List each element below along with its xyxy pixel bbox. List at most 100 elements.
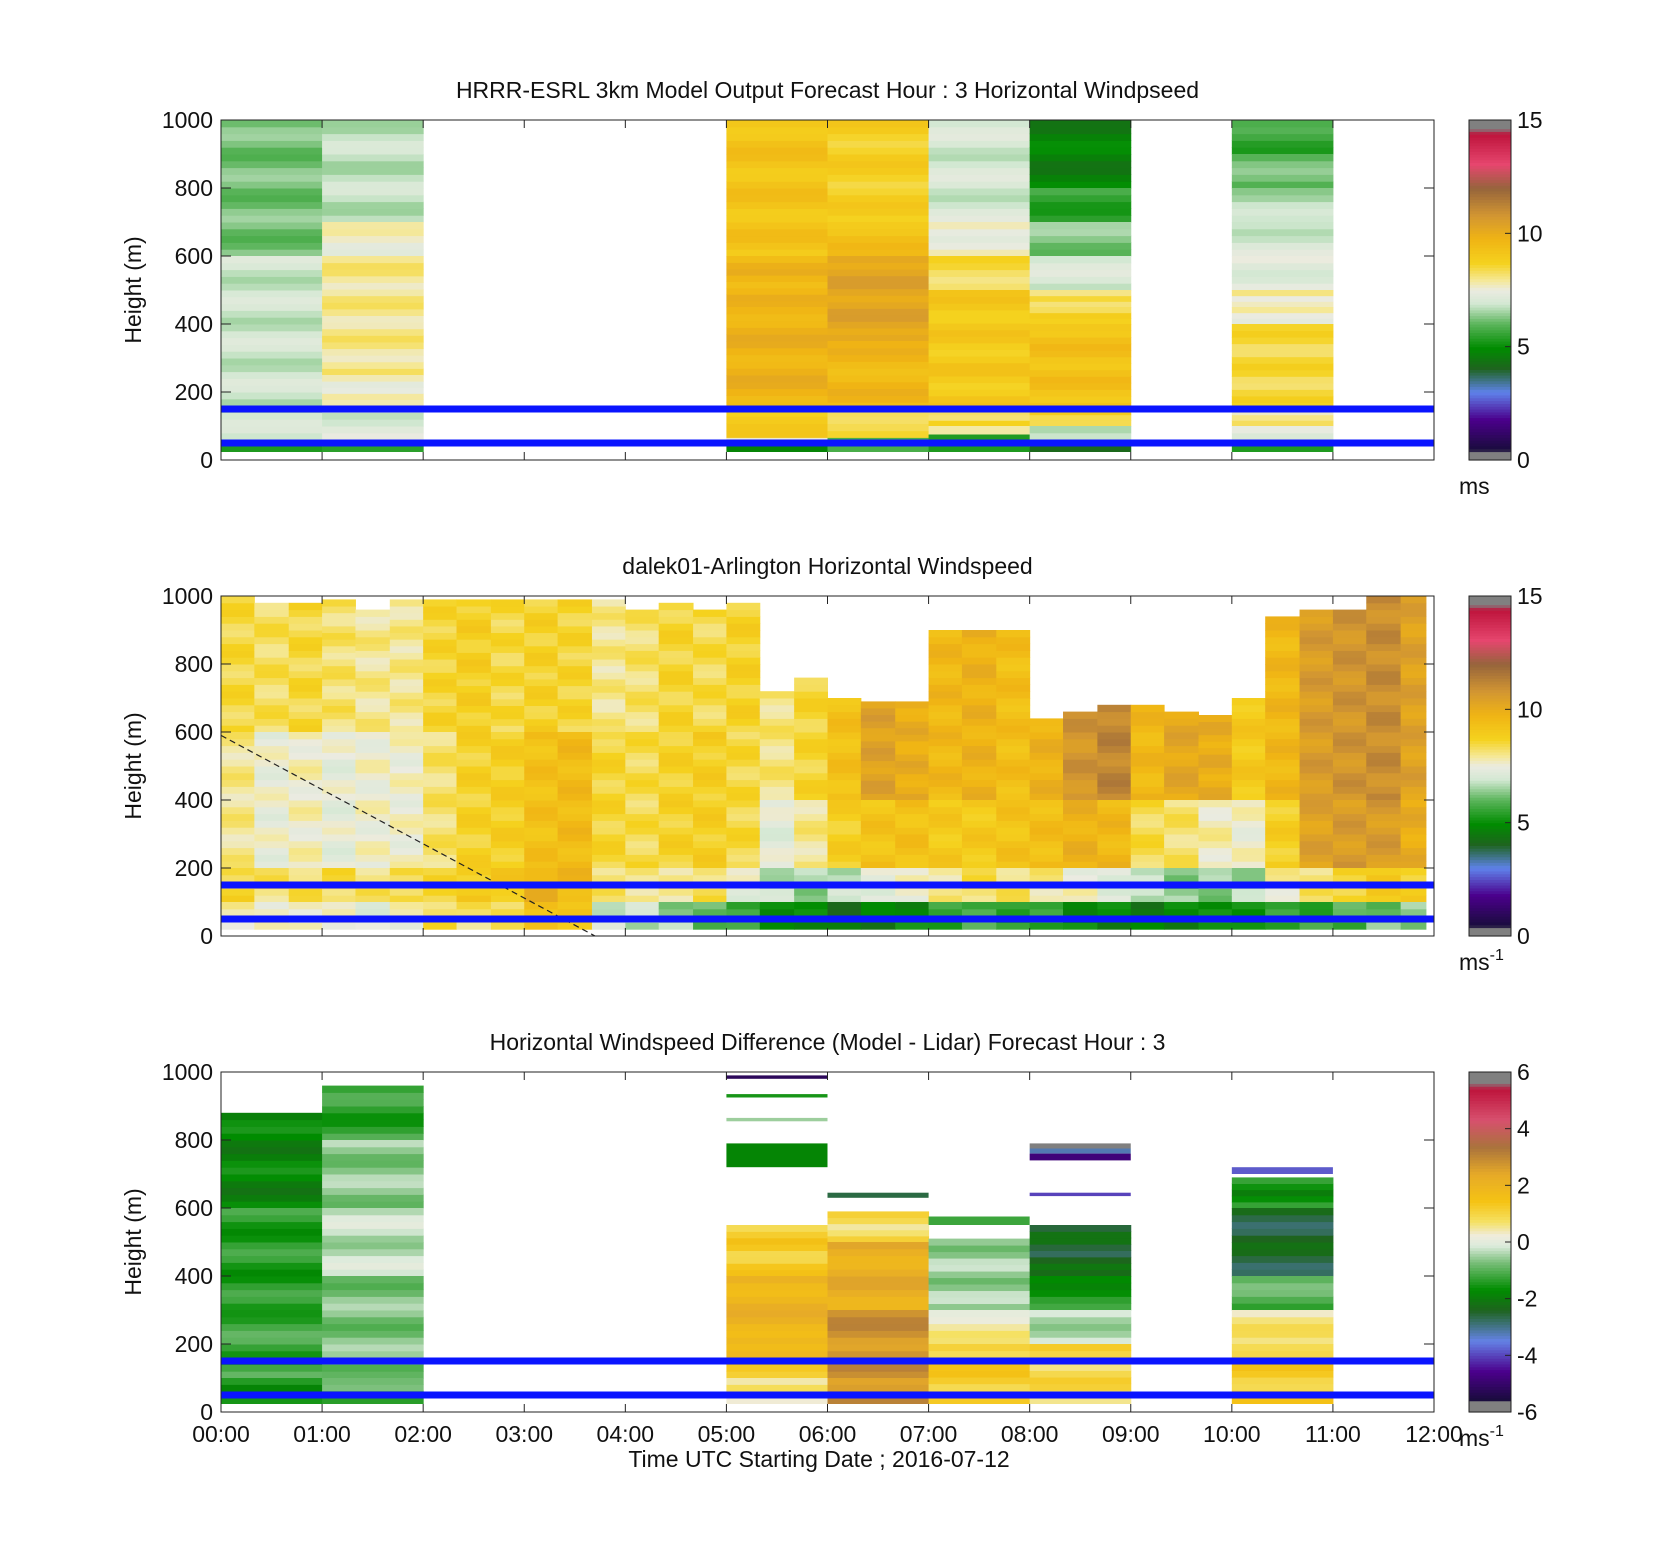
heatmap-cell	[1231, 1177, 1334, 1185]
heatmap-cell	[1097, 861, 1132, 869]
heatmap-cell	[827, 922, 862, 930]
heatmap-cell	[726, 160, 828, 169]
heatmap-cell	[221, 630, 255, 638]
colorbar-swatch	[1469, 828, 1511, 832]
heatmap-cell	[423, 908, 458, 917]
heatmap-cell	[355, 874, 391, 883]
heatmap-cell	[254, 623, 290, 631]
colorbar-swatch	[1469, 219, 1511, 223]
heatmap-cell	[221, 800, 255, 808]
heatmap-cell	[490, 659, 525, 667]
heatmap-cell	[1366, 711, 1402, 719]
colorbar-swatch	[1469, 904, 1511, 909]
heatmap-cell	[557, 745, 593, 753]
heatmap-cell	[928, 1303, 1031, 1311]
heatmap-cell	[1299, 874, 1334, 883]
colorbar-swatch	[1469, 409, 1511, 413]
colorbar-swatch	[1469, 1395, 1511, 1399]
heatmap-cell	[827, 868, 862, 876]
heatmap-cell	[1029, 800, 1064, 808]
heatmap-cell	[1231, 160, 1334, 169]
heatmap-cell	[1265, 772, 1301, 781]
heatmap-cell	[1332, 752, 1367, 760]
heatmap-cell	[827, 395, 930, 403]
heatmap-cell	[928, 670, 963, 679]
heatmap-cell	[726, 874, 761, 883]
heatmap-cell	[1231, 276, 1334, 284]
heatmap-cell	[1164, 779, 1199, 787]
heatmap-cell	[726, 1289, 828, 1297]
heatmap-cell	[1231, 269, 1334, 277]
colorbar-swatch	[1469, 1179, 1511, 1184]
heatmap-cell	[221, 432, 323, 441]
heatmap-cell	[1097, 847, 1132, 855]
heatmap-cell	[423, 779, 458, 787]
heatmap-cell	[726, 275, 828, 282]
heatmap-cell	[1231, 847, 1266, 855]
heatmap-cell	[1400, 922, 1427, 930]
heatmap-cell	[490, 712, 525, 720]
heatmap-cell	[322, 895, 356, 903]
heatmap-cell	[759, 827, 795, 835]
heatmap-cell	[996, 745, 1031, 753]
heatmap-cell	[726, 1384, 828, 1392]
colorbar-tick-label: 5	[1517, 334, 1530, 360]
heatmap-cell	[591, 895, 626, 903]
colorbar-swatch	[1469, 1134, 1511, 1138]
heatmap-cell	[827, 1211, 930, 1219]
heatmap-cell	[288, 704, 323, 713]
colorbar-swatch	[1469, 766, 1511, 770]
heatmap-cell	[1097, 759, 1132, 767]
colorbar-swatch	[1469, 1329, 1511, 1334]
heatmap-cell	[322, 888, 356, 896]
heatmap-cell	[1366, 630, 1402, 638]
heatmap-cell	[221, 1180, 323, 1189]
colorbar-swatch	[1469, 655, 1511, 659]
heatmap-cell	[1366, 732, 1402, 740]
heatmap-cell	[928, 323, 1031, 331]
heatmap-cell	[1130, 745, 1165, 753]
heatmap-cell	[1029, 806, 1064, 815]
heatmap-cell	[1231, 414, 1334, 421]
heatmap-cell	[221, 235, 323, 243]
heatmap-cell	[794, 766, 828, 774]
heatmap-cell	[928, 222, 1031, 230]
heatmap-cell	[625, 806, 660, 815]
heatmap-cell	[625, 623, 660, 631]
heatmap-cell	[794, 732, 828, 740]
colorbar-swatch	[1469, 298, 1511, 302]
heatmap-cell	[1332, 868, 1367, 876]
heatmap-cell	[389, 766, 424, 774]
heatmap-cell	[456, 902, 492, 910]
heatmap-cell	[1231, 704, 1266, 713]
heatmap-cell	[1130, 738, 1165, 747]
heatmap-cell	[1265, 888, 1301, 896]
heatmap-cell	[322, 1303, 424, 1311]
heatmap-cell	[456, 745, 492, 753]
heatmap-cell	[693, 827, 727, 835]
colorbar-swatch	[1469, 326, 1511, 331]
heatmap-cell	[1063, 772, 1098, 781]
heatmap-cell	[1400, 670, 1427, 679]
colorbar-swatch	[1469, 142, 1511, 147]
heatmap-cell	[1400, 779, 1427, 787]
heatmap-cell	[322, 194, 424, 203]
heatmap-cell	[928, 922, 963, 930]
heatmap-cell	[928, 732, 963, 740]
heatmap-cell	[693, 793, 727, 801]
colorbar-swatch	[1469, 159, 1511, 164]
heatmap-cell	[928, 888, 963, 896]
heatmap-cell	[288, 759, 323, 767]
heatmap-cell	[1299, 793, 1334, 801]
heatmap-cell	[726, 208, 828, 216]
colorbar-swatch	[1469, 352, 1511, 356]
heatmap-cell	[1332, 772, 1367, 781]
heatmap-cell	[221, 140, 323, 148]
heatmap-cell	[827, 181, 930, 189]
colorbar-swatch	[1469, 675, 1511, 679]
heatmap-cell	[322, 1174, 424, 1182]
heatmap-cell	[928, 1251, 1031, 1259]
heatmap-cell	[288, 772, 323, 781]
heatmap-cell	[1029, 222, 1132, 230]
heatmap-cell	[1265, 704, 1301, 713]
